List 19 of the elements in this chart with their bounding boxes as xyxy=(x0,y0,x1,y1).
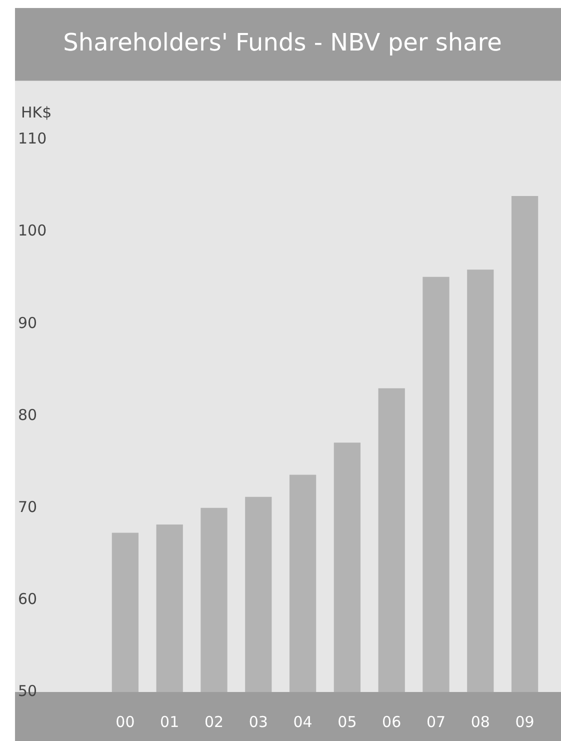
x-tick-label: 09 xyxy=(515,712,534,731)
x-tick-label: 02 xyxy=(204,712,224,731)
y-tick-label: 110 xyxy=(18,130,47,148)
x-tick-label: 07 xyxy=(426,712,446,731)
x-tick-label: 05 xyxy=(338,712,357,731)
x-tick-label: 00 xyxy=(116,712,135,731)
y-axis-title: HK$ xyxy=(21,104,52,122)
x-tick-label: 04 xyxy=(293,712,312,731)
y-tick-label: 90 xyxy=(18,314,38,332)
x-tick-label: 08 xyxy=(470,712,490,731)
x-tick-label: 01 xyxy=(160,712,180,731)
y-tick-label: 60 xyxy=(18,590,38,608)
y-tick-label: 80 xyxy=(18,406,38,424)
x-tick-label: 06 xyxy=(382,712,402,731)
y-tick-label: 100 xyxy=(18,222,47,240)
y-tick-label: 70 xyxy=(18,498,38,516)
chart-title: Shareholders' Funds - NBV per share xyxy=(63,28,502,57)
y-tick-label: 50 xyxy=(18,682,38,700)
x-tick-label: 03 xyxy=(248,712,268,731)
